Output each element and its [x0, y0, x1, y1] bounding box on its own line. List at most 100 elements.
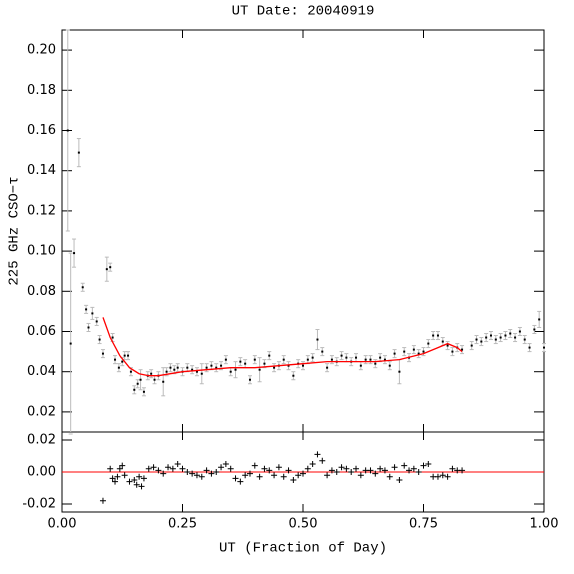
- residual-point: [333, 469, 340, 475]
- residual-point: [140, 475, 147, 482]
- data-point: [123, 354, 126, 357]
- data-point: [451, 350, 454, 353]
- data-point: [359, 364, 362, 367]
- residual-point: [222, 461, 229, 467]
- data-point: [200, 372, 203, 375]
- data-point: [105, 268, 108, 271]
- residual-point: [169, 465, 176, 472]
- residual-point: [449, 465, 456, 472]
- data-point: [441, 340, 444, 343]
- data-point: [311, 356, 314, 359]
- data-point: [117, 366, 120, 369]
- data-point: [169, 366, 172, 369]
- residual-point: [227, 465, 234, 472]
- chart-title: UT Date: 20040919: [232, 4, 375, 20]
- data-point: [340, 354, 343, 357]
- residual-point: [145, 465, 152, 472]
- residual-point: [372, 470, 379, 477]
- data-point: [205, 366, 208, 369]
- residual-point: [328, 467, 335, 474]
- data-point: [427, 342, 430, 345]
- residual-point: [133, 481, 140, 488]
- data-point: [91, 312, 94, 315]
- data-point: [282, 358, 285, 361]
- data-point: [77, 151, 80, 154]
- x-tick-label: 0.25: [168, 517, 197, 532]
- residual-point: [434, 473, 441, 480]
- residual-point: [410, 465, 417, 472]
- residual-point: [439, 472, 446, 479]
- data-point: [111, 336, 114, 339]
- data-point: [374, 362, 377, 365]
- data-point: [369, 358, 372, 361]
- data-point: [398, 370, 401, 373]
- data-point: [345, 356, 348, 359]
- y-tick-label: 0.08: [27, 284, 56, 299]
- residual-point: [275, 464, 282, 471]
- data-point: [480, 340, 483, 343]
- residual-point: [309, 461, 316, 467]
- residual-point: [193, 472, 200, 479]
- data-point: [224, 358, 227, 361]
- y-tick-label: 0.00: [27, 465, 56, 480]
- residual-point: [304, 465, 311, 472]
- residual-point: [107, 465, 114, 472]
- residual-point: [112, 478, 119, 485]
- residual-point: [109, 475, 116, 482]
- y-axis-label: 225 GHz CSO−τ: [7, 176, 23, 285]
- data-point: [518, 330, 521, 333]
- residual-point: [459, 467, 466, 474]
- data-point: [129, 370, 132, 373]
- y-tick-label: 0.04: [27, 364, 56, 379]
- residual-point: [415, 469, 422, 475]
- data-point: [494, 338, 497, 341]
- y-tick-label: 0.06: [27, 324, 56, 339]
- residual-point: [155, 467, 162, 474]
- residual-point: [391, 464, 398, 471]
- data-point: [66, 129, 69, 132]
- data-point: [504, 334, 507, 337]
- residual-point: [179, 465, 186, 472]
- data-point: [210, 364, 213, 367]
- data-point: [234, 368, 237, 371]
- y-tick-label: 0.14: [27, 163, 56, 178]
- residual-point: [119, 462, 126, 469]
- data-point: [69, 342, 72, 345]
- residual-point: [218, 464, 225, 471]
- residual-point: [121, 472, 128, 479]
- data-point: [523, 338, 526, 341]
- data-point: [258, 368, 261, 371]
- residual-point: [174, 461, 181, 467]
- residual-point: [242, 472, 249, 479]
- y-tick-label: 0.20: [27, 43, 56, 58]
- x-tick-label: 0.50: [289, 517, 318, 532]
- data-point: [263, 362, 266, 365]
- data-point: [253, 358, 256, 361]
- data-point: [470, 344, 473, 347]
- residual-point: [237, 478, 244, 485]
- residual-point: [160, 470, 167, 477]
- data-point: [98, 338, 101, 341]
- residual-point: [138, 483, 145, 490]
- residual-point: [343, 465, 350, 472]
- y-tick-label: 0.02: [27, 404, 56, 419]
- data-point: [239, 360, 242, 363]
- data-point: [273, 366, 276, 369]
- residual-point: [208, 470, 215, 477]
- data-point: [195, 370, 198, 373]
- data-point: [355, 356, 358, 359]
- residual-point: [314, 451, 321, 458]
- residual-point: [256, 473, 263, 480]
- residual-point: [203, 467, 210, 474]
- residual-point: [114, 473, 121, 480]
- data-point: [287, 364, 290, 367]
- data-point: [162, 380, 165, 383]
- data-point: [176, 366, 179, 369]
- data-point: [73, 252, 76, 255]
- data-point: [475, 338, 478, 341]
- residual-point: [444, 473, 451, 480]
- data-point: [533, 328, 536, 331]
- data-point: [136, 382, 139, 385]
- x-tick-label: 0.00: [48, 517, 77, 532]
